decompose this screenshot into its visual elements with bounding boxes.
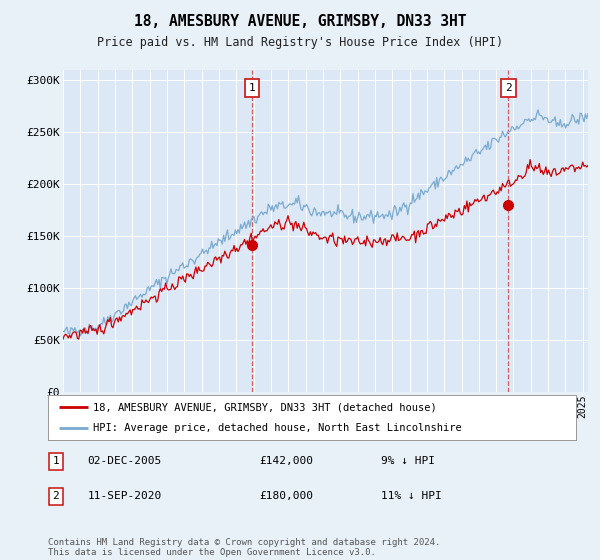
Text: 18, AMESBURY AVENUE, GRIMSBY, DN33 3HT (detached house): 18, AMESBURY AVENUE, GRIMSBY, DN33 3HT (… xyxy=(93,402,437,412)
Text: 2: 2 xyxy=(53,491,59,501)
Text: Contains HM Land Registry data © Crown copyright and database right 2024.
This d: Contains HM Land Registry data © Crown c… xyxy=(48,538,440,557)
Text: 02-DEC-2005: 02-DEC-2005 xyxy=(88,456,162,466)
Text: 11% ↓ HPI: 11% ↓ HPI xyxy=(380,491,442,501)
Text: 9% ↓ HPI: 9% ↓ HPI xyxy=(380,456,434,466)
Text: 1: 1 xyxy=(53,456,59,466)
Text: Price paid vs. HM Land Registry's House Price Index (HPI): Price paid vs. HM Land Registry's House … xyxy=(97,36,503,49)
Text: 2: 2 xyxy=(505,83,512,92)
Text: 18, AMESBURY AVENUE, GRIMSBY, DN33 3HT: 18, AMESBURY AVENUE, GRIMSBY, DN33 3HT xyxy=(134,14,466,29)
Text: 1: 1 xyxy=(249,83,256,92)
Text: 11-SEP-2020: 11-SEP-2020 xyxy=(88,491,162,501)
Text: £180,000: £180,000 xyxy=(259,491,313,501)
Text: £142,000: £142,000 xyxy=(259,456,313,466)
Text: HPI: Average price, detached house, North East Lincolnshire: HPI: Average price, detached house, Nort… xyxy=(93,423,461,433)
